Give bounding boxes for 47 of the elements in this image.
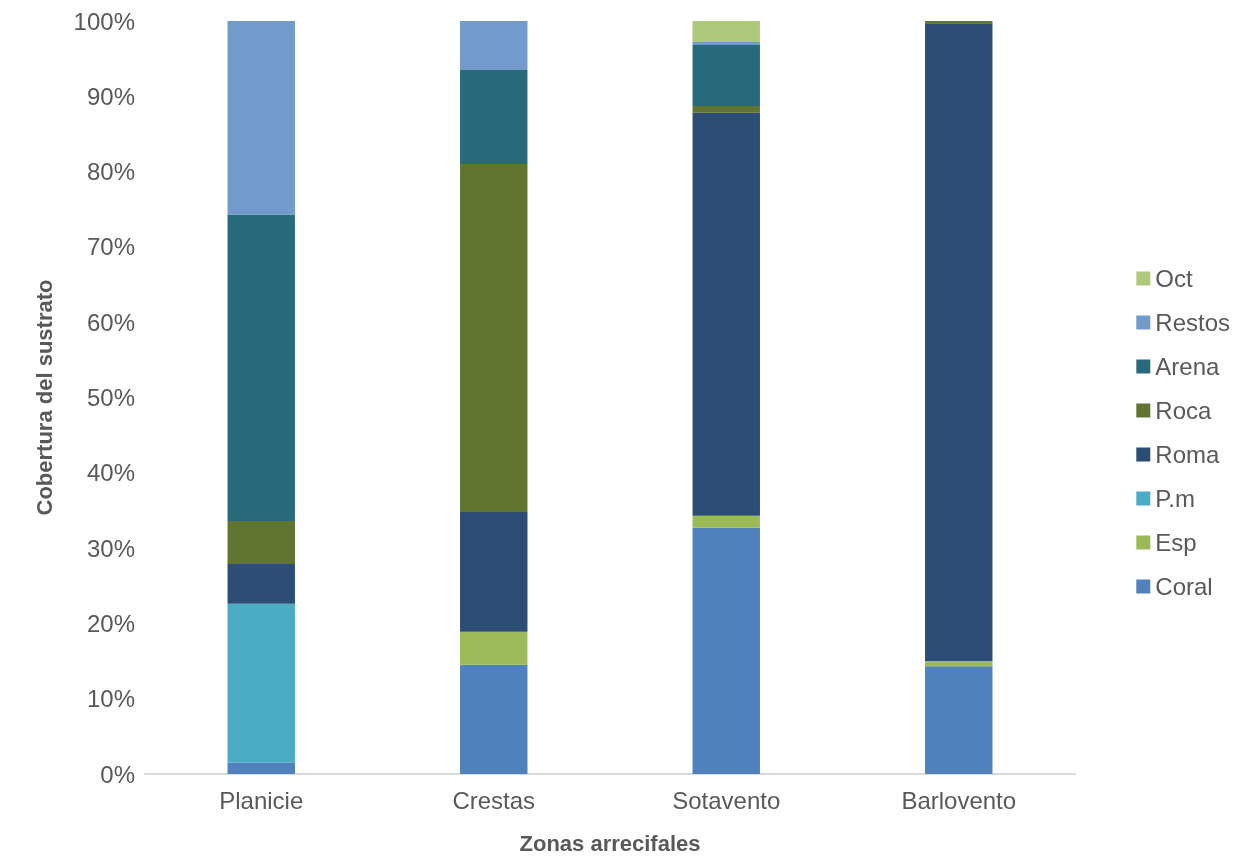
bar (227, 762, 295, 774)
bar (460, 164, 528, 512)
bar (925, 23, 993, 662)
y-tick-label: 30% (86, 534, 135, 562)
y-tick-label: 80% (86, 158, 135, 186)
x-tick-label: Crestas (452, 786, 536, 814)
bar (227, 21, 295, 215)
y-tick-label: 100% (73, 7, 135, 35)
bar (460, 511, 528, 632)
x-tick-label: Planicie (219, 786, 304, 814)
y-tick-label: 10% (86, 685, 135, 713)
bar (925, 661, 993, 667)
legend-label: Arena (1155, 353, 1220, 380)
bar (692, 106, 760, 113)
bar (227, 520, 295, 564)
bar (925, 666, 993, 774)
legend-label: P.m (1155, 485, 1195, 512)
bar (460, 631, 528, 665)
bar (692, 45, 760, 107)
x-tick-label: Barlovento (901, 786, 1017, 814)
legend-label: Oct (1155, 265, 1193, 292)
legend-label: Coral (1155, 573, 1213, 600)
bar (692, 21, 760, 43)
y-tick-label: 70% (86, 233, 135, 261)
bar (460, 664, 528, 774)
legend-label: Roca (1155, 397, 1212, 424)
bar (227, 563, 295, 604)
x-tick-label: Sotavento (672, 786, 781, 814)
legend-label: Restos (1155, 309, 1231, 336)
legend-label: Roma (1155, 441, 1220, 468)
y-tick-label: 60% (86, 308, 135, 336)
y-tick-label: 40% (86, 459, 135, 487)
bar (227, 603, 295, 763)
bar (692, 42, 760, 46)
y-tick-label: 90% (86, 82, 135, 110)
bar (692, 515, 760, 528)
bar (692, 527, 760, 774)
bar (460, 21, 528, 70)
bar (227, 214, 295, 521)
bar (692, 112, 760, 516)
y-tick-label: 20% (86, 609, 135, 637)
legend-label: Esp (1155, 529, 1197, 556)
bar (460, 69, 528, 165)
y-tick-label: 50% (86, 384, 135, 411)
y-axis-title: Cobertura del sustrato (31, 279, 57, 516)
x-axis-title: Zonas arrecifales (519, 830, 701, 856)
y-tick-label: 0% (100, 760, 135, 788)
